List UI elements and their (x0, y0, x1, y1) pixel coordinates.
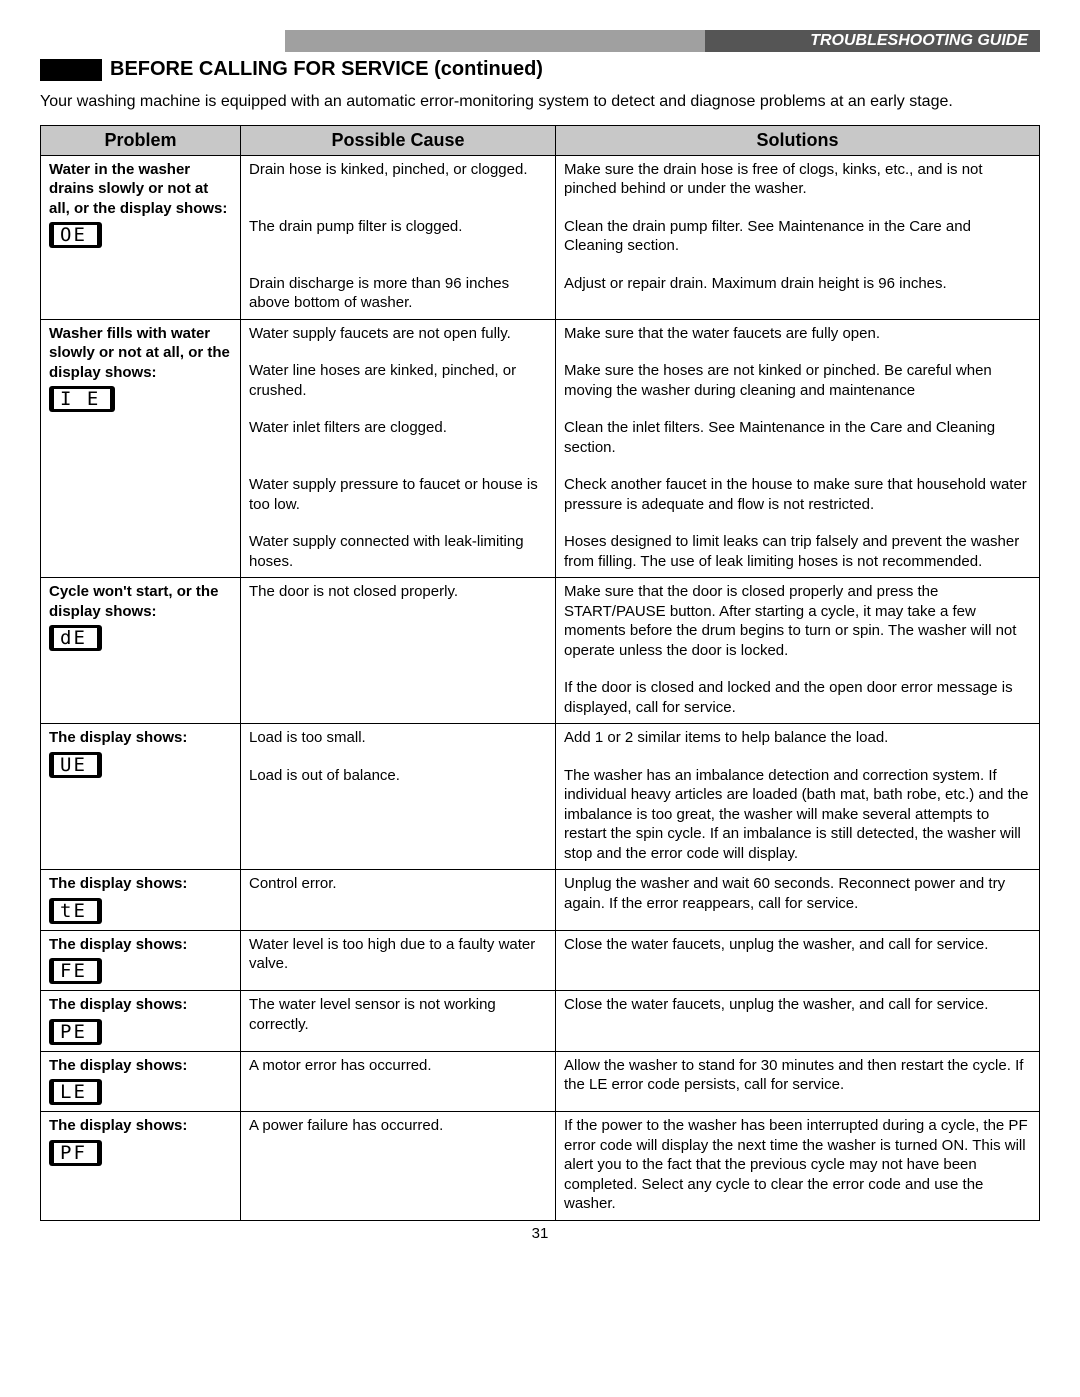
problem-cell: The display shows: PF (41, 1112, 241, 1221)
cause-cell: Water line hoses are kinked, pinched, or… (241, 357, 556, 414)
cause-cell: Control error. (241, 870, 556, 931)
error-code-text: LE (54, 1082, 97, 1102)
cause-cell: Water supply faucets are not open fully. (241, 319, 556, 357)
solution-cell: Make sure that the door is closed proper… (556, 578, 1040, 675)
col-problem: Problem (41, 125, 241, 155)
table-row: The display shows:UELoad is too small.Ad… (41, 724, 1040, 762)
error-code-text: PF (54, 1143, 97, 1163)
header-bar: TROUBLESHOOTING GUIDE (40, 30, 1040, 52)
error-code-badge: tE (49, 898, 102, 924)
solution-cell: Clean the drain pump filter. See Mainten… (556, 213, 1040, 270)
error-code-text: FE (54, 961, 97, 981)
error-code-badge: UE (49, 752, 102, 778)
problem-cell: Water in the washer drains slowly or not… (41, 155, 241, 319)
solution-cell: Make sure the hoses are not kinked or pi… (556, 357, 1040, 414)
problem-cell: Cycle won't start, or the display shows:… (41, 578, 241, 724)
page-number: 31 (40, 1225, 1040, 1242)
cause-cell: Water inlet filters are clogged. (241, 414, 556, 471)
cause-cell (241, 674, 556, 724)
problem-cell: The display shows: FE (41, 930, 241, 991)
problem-text: Washer fills with water slowly or not at… (49, 324, 232, 383)
solution-cell: Close the water faucets, unplug the wash… (556, 930, 1040, 991)
error-code-badge: PF (49, 1140, 102, 1166)
cause-cell: Water level is too high due to a faulty … (241, 930, 556, 991)
guide-title: TROUBLESHOOTING GUIDE (705, 30, 1040, 52)
error-code-badge: PE (49, 1019, 102, 1045)
error-code-text: UE (54, 755, 97, 775)
troubleshooting-table: Problem Possible Cause Solutions Water i… (40, 125, 1040, 1221)
header-gray-block (285, 30, 705, 52)
error-code-text: tE (54, 901, 97, 921)
problem-cell: The display shows: UE (41, 724, 241, 870)
table-row: The display shows: PF A power failure has … (41, 1112, 1040, 1221)
problem-text: Cycle won't start, or the display shows: (49, 582, 232, 621)
cause-cell: The water level sensor is not working co… (241, 991, 556, 1052)
solution-cell: Allow the washer to stand for 30 minutes… (556, 1051, 1040, 1112)
error-code-badge: I E (49, 386, 115, 412)
table-row: Cycle won't start, or the display shows:… (41, 578, 1040, 675)
problem-text: The display shows: (49, 1056, 232, 1076)
intro-text: Your washing machine is equipped with an… (40, 91, 1040, 113)
problem-text: The display shows: (49, 935, 232, 955)
error-code-text: dE (54, 628, 97, 648)
cause-cell: Load is too small. (241, 724, 556, 762)
solution-cell: Close the water faucets, unplug the wash… (556, 991, 1040, 1052)
problem-text: The display shows: (49, 728, 232, 748)
solution-cell: Make sure that the water faucets are ful… (556, 319, 1040, 357)
cause-cell: The drain pump filter is clogged. (241, 213, 556, 270)
problem-text: The display shows: (49, 1116, 232, 1136)
solution-cell: If the power to the washer has been inte… (556, 1112, 1040, 1221)
solution-cell: If the door is closed and locked and the… (556, 674, 1040, 724)
col-solution: Solutions (556, 125, 1040, 155)
cause-cell: Water supply connected with leak-limitin… (241, 528, 556, 578)
error-code-badge: dE (49, 625, 102, 651)
cause-cell: A motor error has occurred. (241, 1051, 556, 1112)
error-code-text: I E (54, 389, 110, 409)
problem-cell: The display shows: LE (41, 1051, 241, 1112)
solution-cell: Hoses designed to limit leaks can trip f… (556, 528, 1040, 578)
error-code-badge: LE (49, 1079, 102, 1105)
error-code-text: PE (54, 1022, 97, 1042)
cause-cell: A power failure has occurred. (241, 1112, 556, 1221)
table-row: Washer fills with water slowly or not at… (41, 319, 1040, 357)
problem-cell: The display shows: tE (41, 870, 241, 931)
table-row: Water in the washer drains slowly or not… (41, 155, 1040, 213)
solution-cell: Adjust or repair drain. Maximum drain he… (556, 270, 1040, 320)
solution-cell: Check another faucet in the house to mak… (556, 471, 1040, 528)
table-row: The display shows: tE Control error.Unplug… (41, 870, 1040, 931)
table-header-row: Problem Possible Cause Solutions (41, 125, 1040, 155)
solution-cell: Make sure the drain hose is free of clog… (556, 155, 1040, 213)
solution-cell: Clean the inlet filters. See Maintenance… (556, 414, 1040, 471)
solution-cell: Add 1 or 2 similar items to help balance… (556, 724, 1040, 762)
table-row: The display shows: FE Water level is too h… (41, 930, 1040, 991)
cause-cell: Load is out of balance. (241, 762, 556, 870)
cause-cell: The door is not closed properly. (241, 578, 556, 675)
heading-black-box (40, 59, 102, 81)
problem-text: Water in the washer drains slowly or not… (49, 160, 232, 219)
table-row: The display shows: PE The water level sens… (41, 991, 1040, 1052)
cause-cell: Drain hose is kinked, pinched, or clogge… (241, 155, 556, 213)
cause-cell: Drain discharge is more than 96 inches a… (241, 270, 556, 320)
section-title: BEFORE CALLING FOR SERVICE (continued) (110, 58, 543, 81)
error-code-badge: OE (49, 222, 102, 248)
cause-cell: Water supply pressure to faucet or house… (241, 471, 556, 528)
col-cause: Possible Cause (241, 125, 556, 155)
error-code-badge: FE (49, 958, 102, 984)
problem-cell: Washer fills with water slowly or not at… (41, 319, 241, 578)
table-row: The display shows: LE A motor error has oc… (41, 1051, 1040, 1112)
solution-cell: Unplug the washer and wait 60 seconds. R… (556, 870, 1040, 931)
solution-cell: The washer has an imbalance detection an… (556, 762, 1040, 870)
problem-text: The display shows: (49, 995, 232, 1015)
problem-text: The display shows: (49, 874, 232, 894)
error-code-text: OE (54, 225, 97, 245)
section-heading: BEFORE CALLING FOR SERVICE (continued) (40, 58, 1040, 81)
problem-cell: The display shows: PE (41, 991, 241, 1052)
